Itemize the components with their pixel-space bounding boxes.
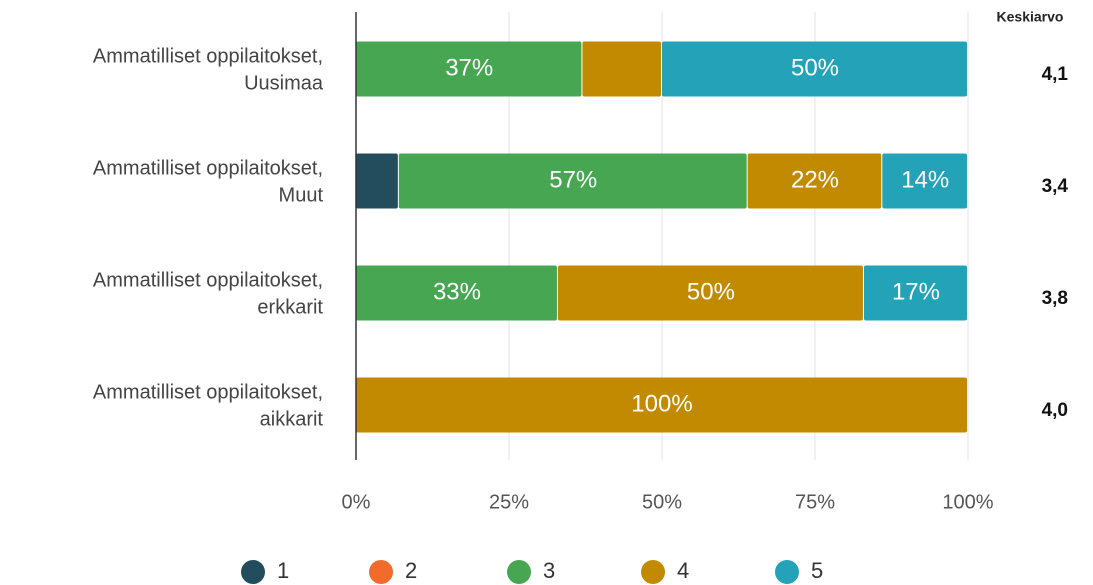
- x-tick-label: 75%: [795, 491, 835, 513]
- x-tick-label: 100%: [942, 491, 993, 513]
- category-label: Ammatilliset oppilaitokset,: [93, 157, 323, 179]
- mean-label: 3,4: [1042, 176, 1069, 197]
- bar-segment: [398, 153, 747, 209]
- legend-label: 3: [543, 558, 555, 583]
- bar-segment: [356, 41, 582, 97]
- value-label: 14%: [901, 166, 949, 193]
- legend-marker: [369, 560, 393, 584]
- category-label: erkkarit: [257, 296, 323, 318]
- legend-label: 1: [277, 558, 289, 583]
- mean-label: 4,0: [1042, 400, 1068, 421]
- bar-segment: [356, 377, 967, 433]
- value-label: 50%: [791, 54, 839, 81]
- legend-marker: [775, 560, 799, 584]
- bar-segment: [882, 153, 967, 209]
- value-label: 50%: [687, 278, 735, 305]
- value-label: 17%: [892, 278, 940, 305]
- bar-segment: [557, 265, 863, 321]
- value-label: 37%: [445, 54, 493, 81]
- category-label: Uusimaa: [244, 72, 324, 94]
- value-label: 33%: [433, 278, 481, 305]
- category-label: Ammatilliset oppilaitokset,: [93, 269, 323, 291]
- category-label: Muut: [279, 184, 324, 206]
- x-tick-label: 0%: [342, 491, 371, 513]
- category-label: Ammatilliset oppilaitokset,: [93, 381, 323, 403]
- bar-segment: [863, 265, 967, 321]
- value-label: 57%: [549, 166, 597, 193]
- bar-segment: [356, 265, 557, 321]
- bar-segment: [662, 41, 967, 97]
- mean-label: 3,8: [1042, 288, 1068, 309]
- x-tick-label: 25%: [489, 491, 529, 513]
- legend-label: 2: [405, 558, 417, 583]
- mean-title: Keskiarvo: [997, 9, 1064, 25]
- category-label: Ammatilliset oppilaitokset,: [93, 45, 323, 67]
- legend-label: 4: [677, 558, 689, 583]
- legend-marker: [641, 560, 665, 584]
- category-label: aikkarit: [260, 408, 324, 430]
- value-label: 22%: [791, 166, 839, 193]
- x-tick-label: 50%: [642, 491, 682, 513]
- mean-label: 4,1: [1042, 64, 1069, 85]
- bar-segment: [356, 153, 398, 209]
- value-label: 100%: [631, 390, 692, 417]
- bar-segment: [582, 41, 661, 97]
- bar-segment: [747, 153, 882, 209]
- legend-marker: [241, 560, 265, 584]
- legend-label: 5: [811, 558, 823, 583]
- legend-marker: [507, 560, 531, 584]
